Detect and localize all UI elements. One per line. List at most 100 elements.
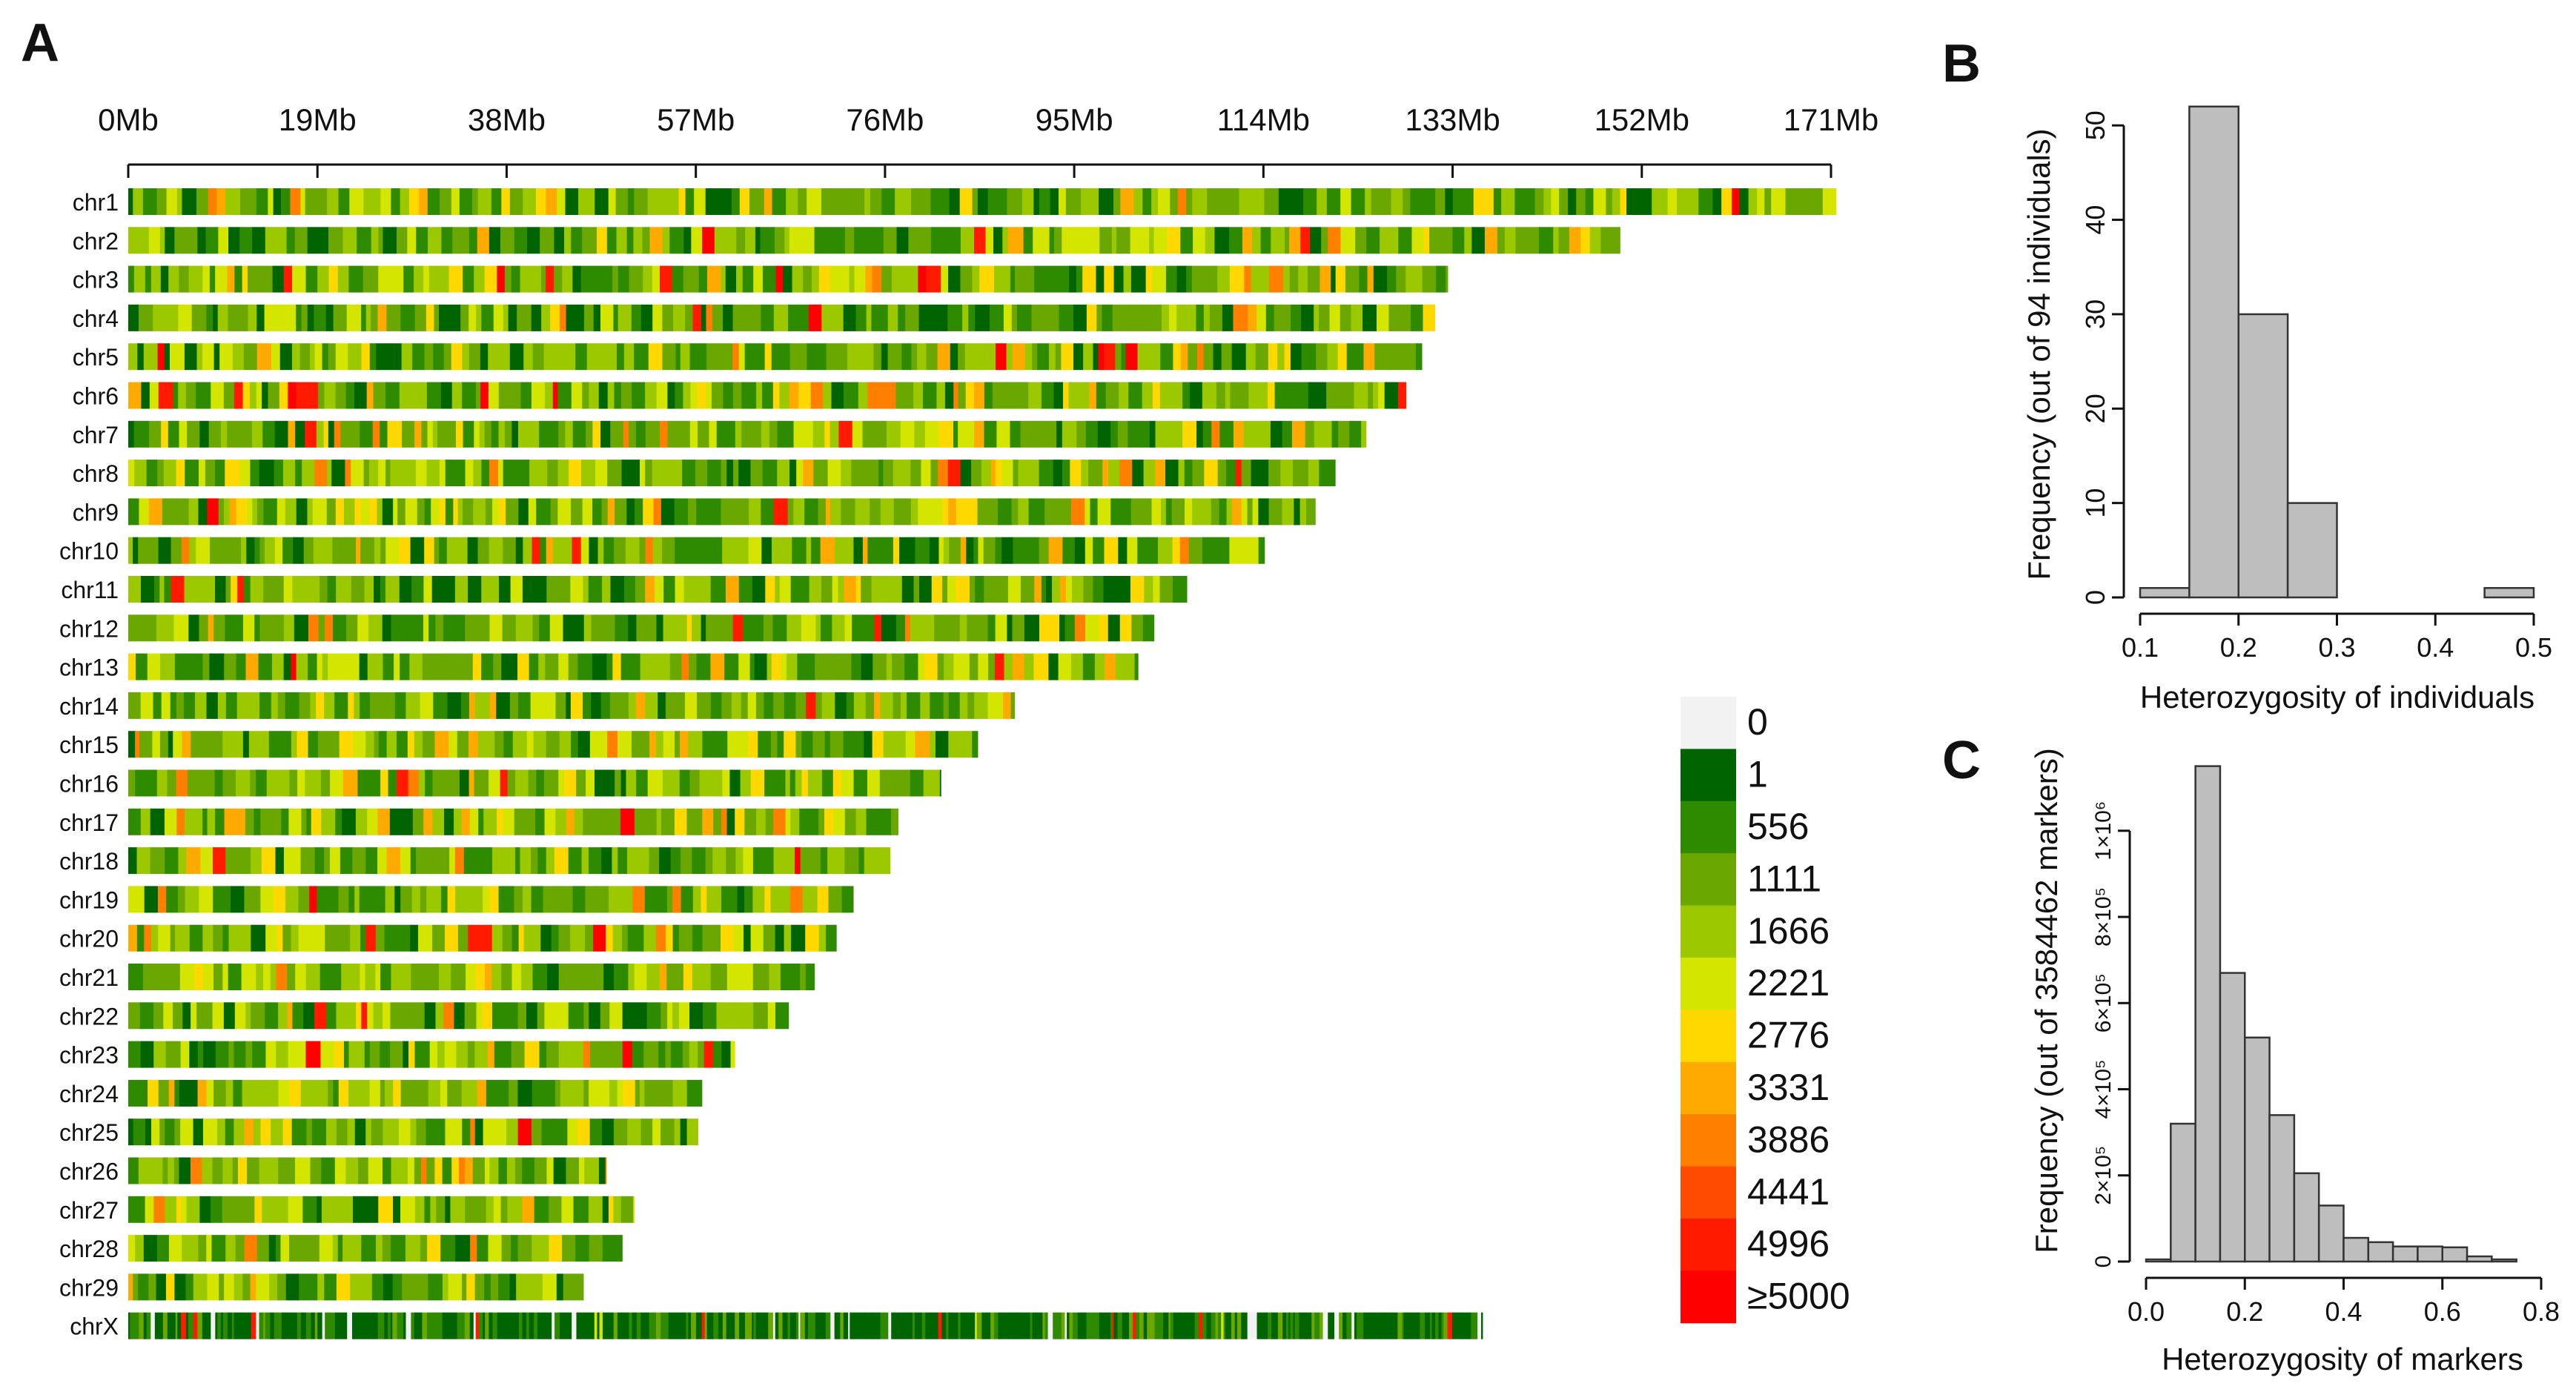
density-cell [763,1312,769,1339]
density-cell [881,343,889,371]
density-cell [1226,498,1233,526]
density-cell [367,653,375,680]
chromosome-row-chr26: chr26 [59,1157,607,1185]
density-cell [288,1157,296,1184]
density-cell [332,614,347,642]
chromosome-row-chr25: chr25 [59,1118,698,1146]
density-cell [197,653,204,680]
density-cell [733,924,744,952]
density-cell [256,1235,270,1262]
density-cell [369,1079,381,1107]
density-cell [1291,304,1302,331]
density-cell [457,924,468,952]
density-cell [683,576,699,603]
density-cell [430,1196,437,1223]
density-cell [634,808,640,835]
density-cell [186,1196,200,1223]
density-cell [128,188,133,215]
density-cell [665,692,672,719]
density-cell [305,188,314,215]
density-cell [319,1235,334,1262]
density-cell [981,1312,987,1339]
density-cell [444,1041,457,1068]
chromosome-label: chr10 [59,538,119,565]
density-cell [1073,343,1084,371]
density-cell [345,1157,359,1184]
density-cell [523,537,533,564]
density-cell [753,1312,757,1339]
density-cell [985,227,994,254]
density-cell [1231,1312,1236,1339]
density-cell [1016,227,1024,254]
density-cell [159,1118,165,1146]
density-cell [741,1002,754,1030]
density-cell [348,1041,356,1068]
histogram-bar [2417,1245,2443,1263]
density-cell [784,731,797,758]
density-cell [215,808,225,835]
density-cell [396,769,409,797]
density-cell [1225,382,1231,409]
density-cell [603,614,616,642]
density-cell [914,420,926,448]
density-cell [380,420,388,448]
density-cell [291,343,301,371]
density-cell [271,692,279,719]
density-cell [572,1312,577,1339]
density-cell [689,653,698,680]
density-cell [812,265,820,293]
density-cell [772,537,777,564]
density-cell [613,1118,619,1146]
density-cell [159,731,169,758]
density-cell [528,769,537,797]
density-cell [1338,420,1350,448]
density-cell [686,614,692,642]
density-cell [1061,343,1074,371]
density-cell [635,653,641,680]
density-cell [736,227,746,254]
chromosome-label: chr4 [73,305,119,332]
density-cell [713,1312,719,1339]
density-cell [531,265,537,293]
density-cell [1529,188,1536,215]
density-cell [870,1312,873,1339]
density-cell [1048,343,1056,371]
density-cell [546,731,555,758]
density-cell [672,1002,680,1030]
density-cell [750,769,765,797]
density-cell [1459,188,1474,215]
density-cell [572,537,582,564]
density-cell [241,420,253,448]
density-cell [149,382,159,409]
density-cell [800,964,807,990]
density-cell [133,537,139,564]
density-cell [242,265,248,293]
density-cell [295,964,307,990]
density-cell [682,460,696,487]
density-cell [182,188,197,215]
density-cell [400,1196,416,1223]
panel-b-label: B [1942,34,1981,93]
density-cell [948,692,961,719]
density-cell [1137,537,1148,564]
density-cell [432,808,445,835]
density-cell [620,1196,634,1223]
density-cell [805,964,815,990]
density-cell [747,692,757,719]
density-cell [248,304,257,331]
density-cell [688,1312,692,1339]
density-cell [784,537,792,564]
density-cell [958,382,967,409]
density-cell [566,1312,572,1339]
density-cell [1580,227,1591,254]
density-cell [140,692,154,719]
density-cell [300,1312,304,1339]
density-cell [697,692,712,719]
density-cell [580,265,593,293]
density-cell [662,537,675,564]
density-cell [557,382,572,409]
density-cell [916,227,932,254]
density-cell [1011,304,1018,331]
density-cell [660,808,675,835]
density-cell [1244,537,1253,564]
